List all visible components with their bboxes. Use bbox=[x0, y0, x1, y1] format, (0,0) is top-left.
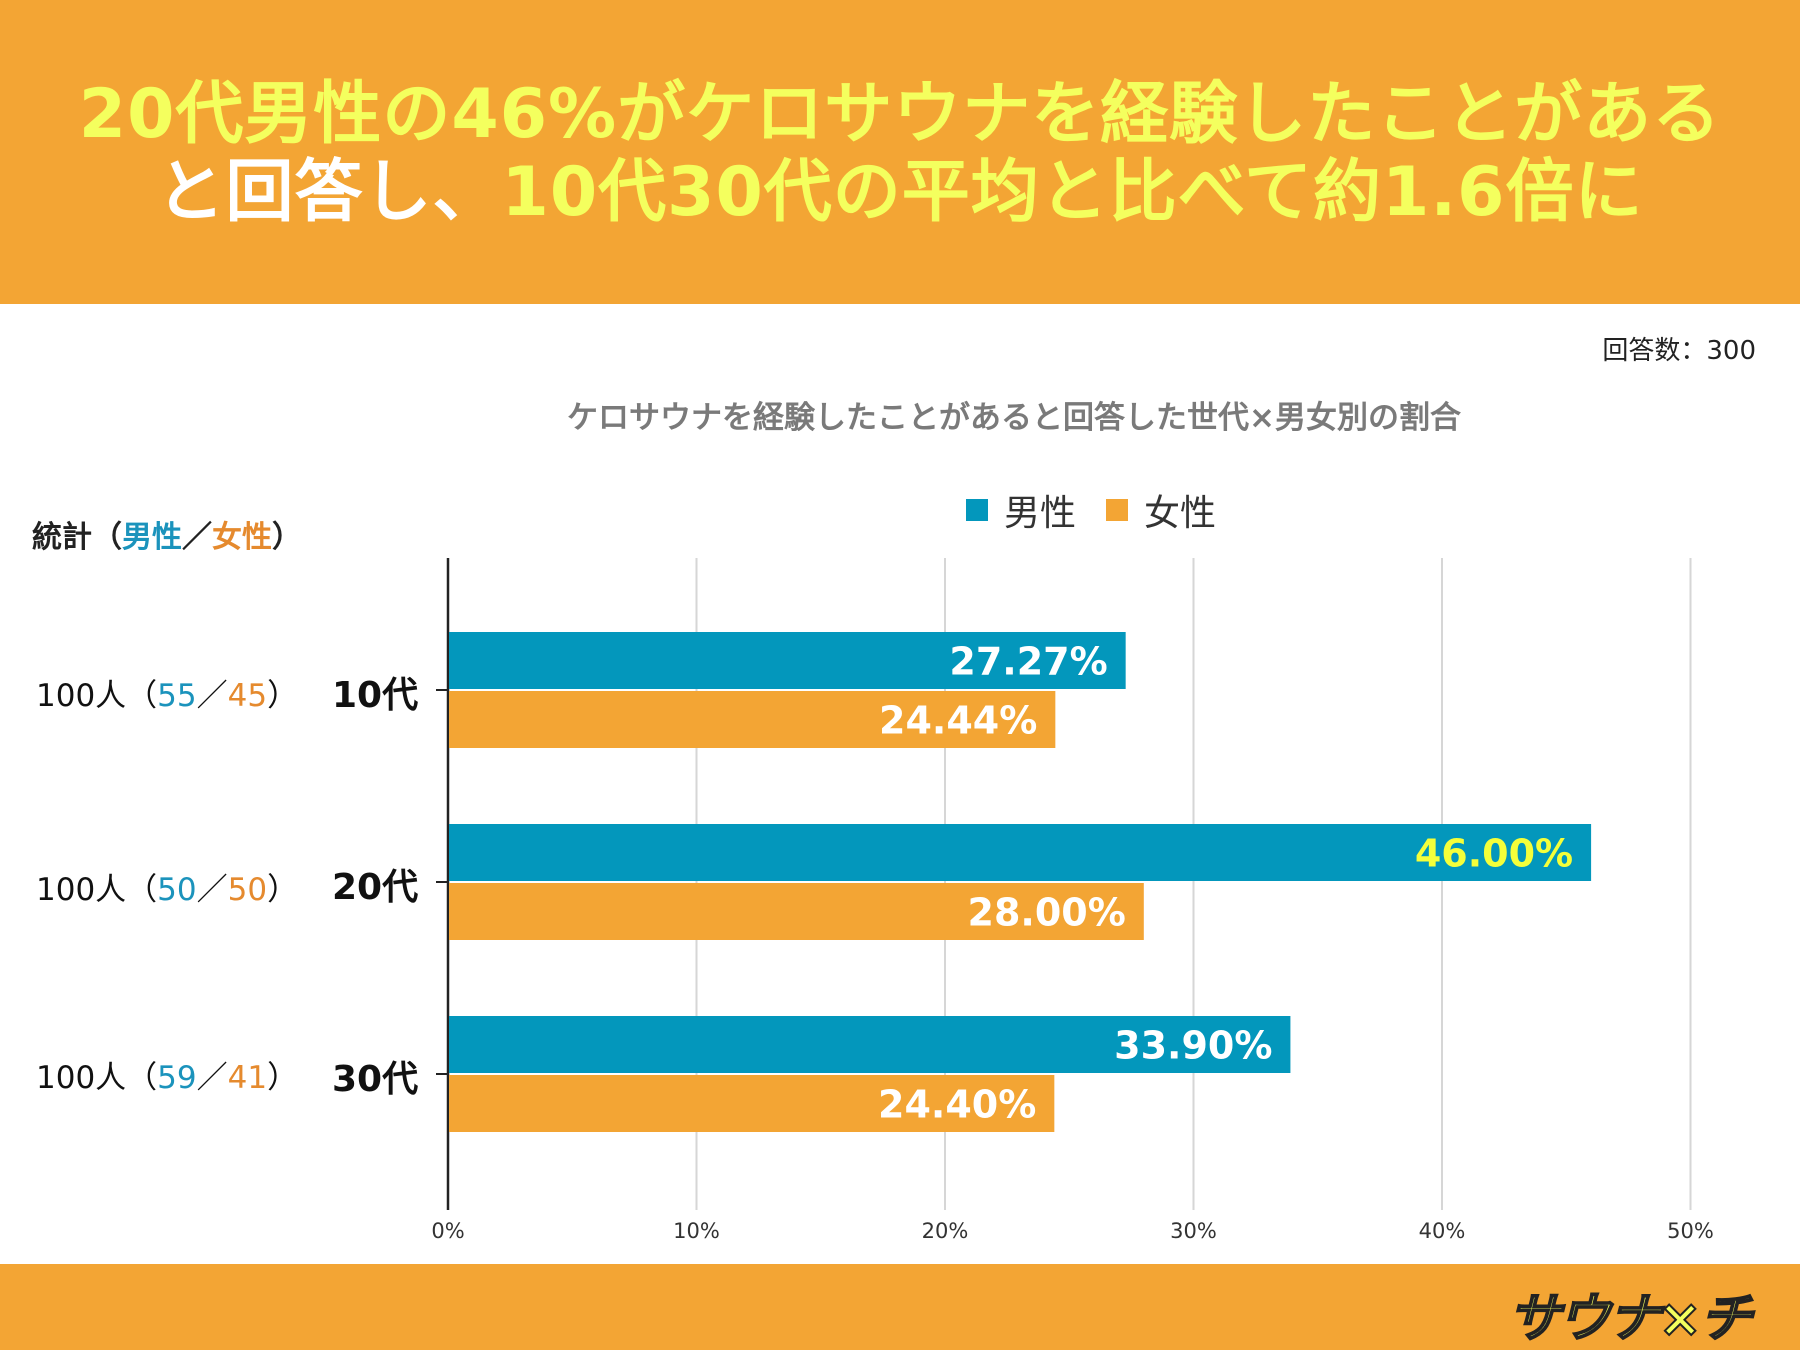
stats-header-sep: ／ bbox=[182, 520, 212, 555]
row-close: ） bbox=[267, 872, 299, 908]
headline-line1: 20代男性の46%がケロサウナを経験したことがある bbox=[78, 75, 1722, 154]
row-sep: ／ bbox=[196, 1060, 228, 1096]
row-close: ） bbox=[267, 1060, 299, 1096]
row-male-count: 59 bbox=[157, 1060, 197, 1096]
stats-header-prefix: 統計（ bbox=[32, 520, 122, 555]
row-count: 100人（ bbox=[36, 678, 158, 714]
category-label-10s: 10代 bbox=[332, 675, 419, 716]
row-stat-20s: 100人（50／50） bbox=[36, 864, 298, 909]
legend-swatch-female bbox=[1106, 499, 1129, 521]
stats-header-male: 男性 bbox=[122, 520, 182, 555]
headline: 20代男性の46%がケロサウナを経験したことがある と回答し、10代30代の平均… bbox=[0, 76, 1800, 232]
stats-header-female: 女性 bbox=[212, 520, 272, 555]
bar-male bbox=[449, 632, 1126, 689]
data-label: 27.27% bbox=[949, 640, 1107, 684]
bar-male bbox=[449, 824, 1592, 881]
headline-line2-white: と回答し、 bbox=[156, 153, 502, 232]
data-label: 46.00% bbox=[1415, 832, 1573, 876]
x-tick-label: 10% bbox=[673, 1219, 720, 1243]
x-tick-label: 30% bbox=[1170, 1219, 1217, 1243]
headline-line2: と回答し、10代30代の平均と比べて約1.6倍に bbox=[0, 154, 1800, 232]
legend-item-female: 女性 bbox=[1106, 484, 1216, 536]
row-female-count: 41 bbox=[227, 1060, 268, 1096]
chart-title: ケロサウナを経験したことがあると回答した世代×男女別の割合 bbox=[567, 400, 1461, 436]
legend-label-male: 男性 bbox=[1004, 493, 1077, 534]
headline-line2-yellow: 10代30代の平均と比べて約1.6倍に bbox=[501, 153, 1644, 232]
row-sep: ／ bbox=[196, 872, 228, 908]
row-count: 100人（ bbox=[36, 872, 158, 908]
legend: 男性 女性 bbox=[966, 484, 1246, 536]
legend-item-male: 男性 bbox=[966, 484, 1076, 536]
footer-bar bbox=[0, 1264, 1800, 1350]
row-sep: ／ bbox=[196, 678, 228, 714]
data-label: 24.40% bbox=[878, 1083, 1036, 1127]
logo: サウナ×チ bbox=[1507, 1288, 1753, 1350]
x-tick-label: 40% bbox=[1419, 1219, 1466, 1243]
row-close: ） bbox=[267, 678, 299, 714]
x-tick-label: 20% bbox=[922, 1219, 969, 1243]
bar-chart: 0% 10% 20% 30% 40% 50% 27.27% 24.44% 46.00% 28.00… bbox=[431, 558, 1714, 1243]
category-label-30s: 30代 bbox=[332, 1059, 419, 1100]
row-female-count: 45 bbox=[227, 678, 268, 714]
legend-swatch-male bbox=[966, 499, 988, 521]
bar-male bbox=[449, 1016, 1291, 1073]
row-stat-10s: 100人（55／45） bbox=[36, 670, 298, 715]
legend-label-female: 女性 bbox=[1144, 493, 1217, 534]
header-banner bbox=[0, 0, 1800, 304]
row-count: 100人（ bbox=[36, 1060, 158, 1096]
data-label: 24.44% bbox=[879, 699, 1037, 743]
data-label: 33.90% bbox=[1114, 1024, 1272, 1068]
stats-header: 統計（男性／女性） bbox=[32, 512, 302, 556]
data-label: 28.00% bbox=[968, 891, 1126, 935]
stats-header-suffix: ） bbox=[272, 520, 302, 555]
row-male-count: 55 bbox=[157, 678, 197, 714]
row-male-count: 50 bbox=[157, 872, 197, 908]
bar-female bbox=[449, 1075, 1055, 1132]
respondent-count: 回答数：300 bbox=[1602, 336, 1756, 366]
bar-female bbox=[449, 691, 1056, 748]
x-tick-label: 0% bbox=[431, 1219, 464, 1243]
category-label-20s: 20代 bbox=[332, 867, 419, 908]
bar-female bbox=[449, 883, 1144, 940]
x-tick-label: 50% bbox=[1667, 1219, 1714, 1243]
row-female-count: 50 bbox=[227, 872, 268, 908]
row-stat-30s: 100人（59／41） bbox=[36, 1052, 298, 1097]
